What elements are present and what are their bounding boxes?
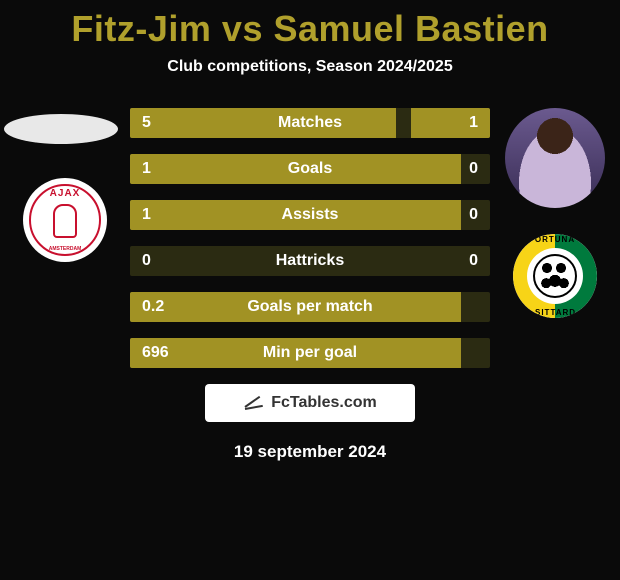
stat-row: 00Hattricks (130, 246, 490, 276)
stat-label: Goals per match (130, 292, 490, 322)
player2-avatar (505, 108, 605, 208)
page-title: Fitz-Jim vs Samuel Bastien (0, 0, 620, 50)
comparison-panel: AMSTERDAM FORTUNASITTARD 51Matches 10Goal… (0, 108, 620, 462)
ajax-head-icon (53, 204, 77, 238)
stat-label: Matches (130, 108, 490, 138)
fortuna-text: FORTUNASITTARD (513, 234, 597, 318)
stat-label: Hattricks (130, 246, 490, 276)
right-column: FORTUNASITTARD (490, 108, 620, 318)
title-player1: Fitz-Jim (71, 8, 211, 49)
ajax-footer-text: AMSTERDAM (23, 246, 107, 252)
subtitle: Club competitions, Season 2024/2025 (0, 58, 620, 76)
stat-label: Assists (130, 200, 490, 230)
brand-text: FcTables.com (271, 394, 377, 412)
stat-row: 0.2Goals per match (130, 292, 490, 322)
stat-row: 696Min per goal (130, 338, 490, 368)
stat-row: 10Goals (130, 154, 490, 184)
stat-label: Goals (130, 154, 490, 184)
stat-row: 10Assists (130, 200, 490, 230)
player2-club-logo: FORTUNASITTARD (513, 234, 597, 318)
date-text: 19 september 2024 (0, 442, 620, 462)
stat-bars: 51Matches 10Goals 10Assists 00Hattricks 0.2G… (130, 108, 490, 368)
stat-label: Min per goal (130, 338, 490, 368)
title-player2: Samuel Bastien (273, 8, 548, 49)
title-vs: vs (222, 8, 263, 49)
stat-row: 51Matches (130, 108, 490, 138)
player1-avatar (4, 114, 118, 144)
player1-club-logo: AMSTERDAM (23, 178, 107, 262)
fctables-icon (243, 392, 265, 414)
left-column: AMSTERDAM (0, 108, 130, 262)
brand-badge: FcTables.com (205, 384, 415, 422)
